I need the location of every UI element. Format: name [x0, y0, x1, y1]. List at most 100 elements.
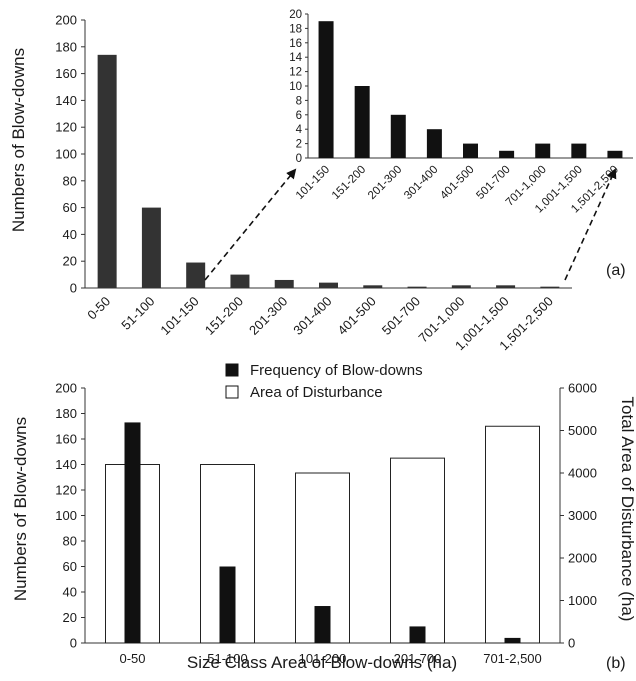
panel-a-bar — [230, 274, 250, 288]
inset-y-tick-label: 2 — [296, 139, 302, 151]
inset-x-tick-label: 301-400 — [402, 164, 440, 202]
panel-b-x-tick-label: 701-2,500 — [483, 651, 542, 666]
inset-bar — [535, 143, 551, 158]
panel-b-y-tick-label: 100 — [55, 508, 77, 523]
panel-a-x-tick-label: 501-700 — [379, 294, 423, 338]
panel-a-x-tick-label: 0-50 — [84, 294, 113, 323]
panel-a-bar — [319, 282, 338, 288]
inset-y-tick-label: 4 — [296, 124, 303, 136]
panel-a-x-tick-label: 401-500 — [335, 294, 379, 338]
panel-b-bar-frequency — [409, 626, 426, 643]
zoom-arrow-left — [204, 168, 297, 281]
panel-a-y-tick-label: 160 — [55, 66, 77, 81]
panel-b-x-tick-label: 0-50 — [119, 651, 145, 666]
panel-b-y-tick-label: 160 — [55, 432, 77, 447]
panel-b-x-tick-label: 51-100 — [207, 651, 247, 666]
inset-bar — [571, 143, 587, 158]
panel-b-label: (b) — [606, 655, 626, 672]
inset-x-tick-label: 201-300 — [366, 164, 404, 202]
panel-a-x-tick-label: 201-300 — [246, 294, 290, 338]
panel-b-chart: Numbers of Blow-downs Total Area of Dist… — [11, 362, 636, 672]
panel-a-y-axis-title: Numbers of Blow-downs — [9, 48, 28, 232]
panel-b-y2-tick-label: 0 — [568, 636, 575, 651]
panel-b-y-tick-label: 20 — [63, 610, 77, 625]
panel-a-label: (a) — [606, 262, 626, 279]
panel-a-y-tick-label: 20 — [63, 254, 77, 269]
panel-b-y-tick-label: 200 — [55, 381, 77, 396]
inset-bar — [463, 143, 478, 158]
panel-a-x-tick-label: 101-150 — [157, 294, 201, 338]
inset-x-tick-label: 101-150 — [294, 164, 332, 202]
panel-a-y-tick-label: 200 — [55, 13, 77, 28]
panel-b-y2-tick-label: 3000 — [568, 508, 597, 523]
panel-a-bar — [186, 262, 206, 288]
panel-a-y-tick-label: 100 — [55, 147, 77, 162]
panel-b-y2-axis-title: Total Area of Disturbance (ha) — [618, 397, 636, 622]
panel-b-y-axis-title: Numbers of Blow-downs — [11, 417, 30, 601]
panel-a-y-tick-label: 120 — [55, 120, 77, 135]
panel-a-x-tick-label: 51-100 — [118, 294, 157, 333]
panel-a-y-tick-label: 180 — [55, 39, 77, 54]
zoom-arrow-right — [564, 168, 617, 281]
panel-b-legend: Frequency of Blow-downs Area of Disturba… — [225, 362, 423, 401]
inset-y-tick-label: 10 — [289, 81, 302, 93]
panel-b-bar-area — [390, 457, 445, 644]
panel-a-bar — [141, 207, 161, 288]
panel-b-bar-frequency — [314, 606, 331, 643]
panel-b-y2-tick-label: 6000 — [568, 381, 597, 396]
panel-a-y-tick-label: 0 — [70, 281, 77, 296]
zoom-arrows — [204, 168, 617, 281]
inset-y-tick-label: 12 — [289, 67, 302, 79]
inset-y-tick-label: 0 — [296, 153, 302, 165]
inset-x-tick-label: 401-500 — [438, 164, 476, 202]
panel-a-bar — [540, 286, 560, 288]
panel-b-y2-tick-label: 1000 — [568, 593, 597, 608]
panel-a-x-tick-label: 151-200 — [202, 294, 246, 338]
panel-b-y-tick-label: 80 — [63, 534, 77, 549]
panel-b-bar-area — [485, 425, 540, 644]
panel-a-x-tick-label: 301-400 — [290, 294, 334, 338]
panel-b-y-tick-label: 60 — [63, 559, 77, 574]
panel-b-y2-tick-label: 2000 — [568, 551, 597, 566]
panel-b-y-tick-label: 0 — [70, 636, 77, 651]
panel-a-bar — [363, 285, 383, 288]
panel-b-y-tick-label: 180 — [55, 406, 77, 421]
legend-swatch-area — [225, 385, 239, 399]
inset-y-tick-label: 16 — [289, 38, 302, 50]
panel-a-bar — [97, 54, 117, 289]
inset-y-tick-label: 20 — [289, 9, 302, 21]
panel-a-y-tick-label: 60 — [63, 200, 77, 215]
panel-b-bar-frequency — [124, 422, 141, 643]
inset-y-tick-label: 18 — [289, 23, 302, 35]
inset-bar — [499, 150, 515, 158]
panel-b-bar-frequency — [219, 566, 236, 643]
panel-b-x-axis-title: Size Class Area of Blow-downs (ha) — [187, 653, 457, 672]
panel-a-inset-chart: 0 2 4 6 8 10 12 14 16 18 20 101-150151-200201-30030… — [289, 9, 633, 216]
panel-b-y-tick-label: 40 — [63, 585, 77, 600]
panel-a-y-tick-label: 40 — [63, 227, 77, 242]
panel-a-bar — [496, 285, 516, 288]
inset-bar — [426, 129, 442, 158]
inset-bar — [318, 21, 334, 159]
panel-a-y-tick-label: 80 — [63, 173, 77, 188]
inset-bar — [354, 86, 370, 158]
legend-label-area: Area of Disturbance — [250, 384, 383, 401]
inset-y-tick-label: 14 — [289, 52, 302, 64]
panel-b-x-tick-label: 101-200 — [299, 651, 347, 666]
inset-x-tick-label: 151-200 — [330, 164, 368, 202]
inset-bar — [607, 150, 623, 158]
panel-b-x-tick-label: 201-700 — [394, 651, 442, 666]
inset-y-tick-label: 6 — [296, 110, 302, 122]
inset-bar — [390, 114, 406, 158]
panel-b-y-tick-label: 120 — [55, 483, 77, 498]
panel-a-bar — [407, 286, 427, 288]
inset-y-tick-label: 8 — [296, 95, 302, 107]
panel-a-bar — [451, 285, 471, 288]
panel-a-y-tick-label: 140 — [55, 93, 77, 108]
panel-b-bar-frequency — [504, 637, 521, 643]
panel-b-y2-tick-label: 4000 — [568, 466, 597, 481]
panel-b-y2-tick-label: 5000 — [568, 423, 597, 438]
panel-b-y-tick-label: 140 — [55, 457, 77, 472]
legend-swatch-frequency — [225, 363, 239, 377]
